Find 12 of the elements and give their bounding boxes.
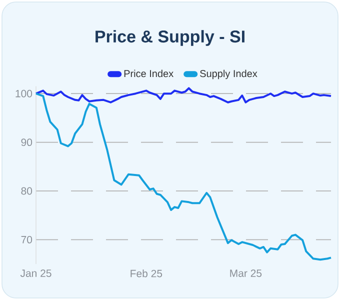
legend-label: Price Index [124, 70, 174, 78]
x-tick-label: Mar 25 [230, 270, 262, 277]
line-series [35, 87, 332, 104]
line-series [35, 92, 332, 261]
y-tick-label: 80 [21, 187, 32, 195]
x-tick-label: Jan 25 [20, 270, 52, 277]
y-tick-label: 90 [21, 138, 32, 146]
y-tick-label: 100 [16, 90, 32, 98]
y-tick-label: 70 [21, 236, 32, 244]
legend-label: Supply Index [200, 70, 258, 80]
chart-title: Price & Supply - SI [96, 30, 244, 46]
x-tick-label: Feb 25 [130, 270, 162, 278]
